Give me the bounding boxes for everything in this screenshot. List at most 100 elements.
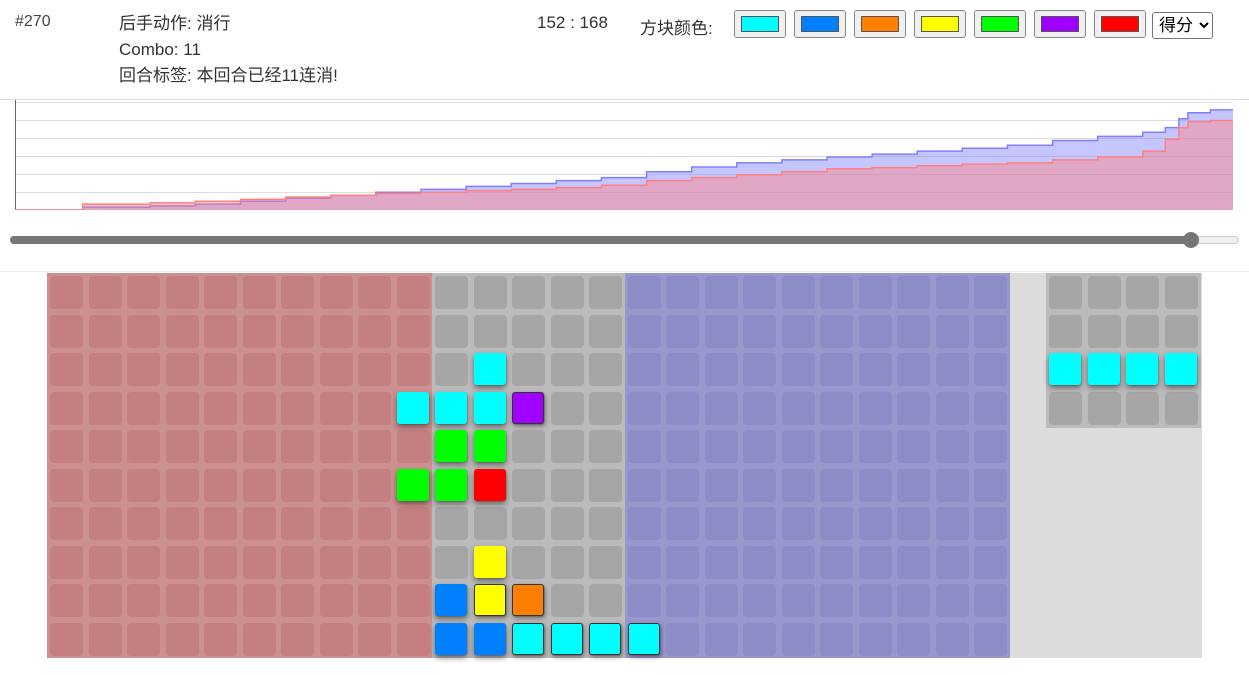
color-swatch-fill — [861, 16, 899, 32]
board-cell — [781, 391, 815, 425]
board-cell — [974, 353, 1007, 386]
board-cell — [704, 584, 738, 617]
board-cell — [974, 468, 1007, 502]
board-cell — [165, 353, 199, 386]
board-cell — [820, 353, 853, 386]
board-cell — [165, 545, 199, 579]
board-cell — [165, 430, 199, 463]
board-cell — [858, 545, 892, 579]
board-cell — [358, 353, 391, 386]
board-cell — [50, 276, 83, 309]
board-cell — [319, 584, 353, 617]
board-cell — [50, 391, 83, 425]
board-cell — [281, 584, 314, 617]
board-cell — [550, 314, 584, 348]
board-cell — [281, 545, 314, 579]
color-swatch-button[interactable] — [914, 10, 966, 38]
board-cell — [435, 353, 468, 386]
board-cell — [858, 391, 892, 425]
board-cell — [974, 622, 1007, 656]
board-cell — [204, 276, 237, 309]
board-cell — [820, 545, 853, 579]
board-cell — [550, 430, 584, 463]
board-cell — [974, 545, 1007, 579]
board-cell — [512, 276, 545, 309]
board-cell — [666, 584, 699, 617]
color-swatch-button[interactable] — [734, 10, 786, 38]
board-cell — [820, 468, 853, 502]
board-cell — [974, 430, 1007, 463]
board-cell — [743, 584, 776, 617]
block — [473, 353, 506, 385]
next-piece-block — [1126, 353, 1158, 385]
board-cell — [589, 353, 622, 386]
color-swatch-button[interactable] — [794, 10, 846, 38]
block — [512, 584, 544, 616]
board-cell — [127, 353, 160, 386]
board-cell — [627, 391, 661, 425]
board-cell — [88, 545, 122, 579]
turn-slider[interactable] — [10, 229, 1239, 251]
board-cell — [589, 314, 622, 348]
board-cell — [50, 353, 83, 386]
color-swatch-button[interactable] — [1034, 10, 1086, 38]
board-cell — [396, 314, 430, 348]
color-swatch-button[interactable] — [854, 10, 906, 38]
board-cell — [666, 353, 699, 386]
preview-cell — [1049, 314, 1082, 348]
board-cell — [358, 622, 391, 656]
board-cell — [50, 430, 83, 463]
board-cell — [897, 584, 930, 617]
board-cell — [743, 314, 776, 348]
divider — [0, 99, 1249, 100]
preview-cell — [1049, 276, 1082, 309]
board-cell — [627, 314, 661, 348]
board-cell — [204, 353, 237, 386]
board-cell — [897, 430, 930, 463]
board-cell — [781, 430, 815, 463]
color-swatch-fill — [1101, 16, 1139, 32]
board-cell — [242, 584, 276, 617]
board-cell — [242, 507, 276, 540]
board-cell — [358, 507, 391, 540]
block — [473, 584, 506, 616]
board-cell — [242, 545, 276, 579]
board-cell — [666, 622, 699, 656]
turn-number: #270 — [15, 13, 51, 30]
chart-series-area — [15, 120, 1233, 210]
board-cell — [281, 507, 314, 540]
preview-cell — [1164, 314, 1198, 348]
slider-thumb[interactable] — [1182, 232, 1199, 248]
board-cell — [704, 430, 738, 463]
board-cell — [319, 353, 353, 386]
board-cell — [935, 276, 969, 309]
board-cell — [781, 314, 815, 348]
board-cell — [127, 545, 160, 579]
score-history-chart — [15, 100, 1233, 210]
color-swatch-button[interactable] — [1094, 10, 1146, 38]
block — [627, 622, 660, 655]
board-cell — [512, 468, 545, 502]
board-cell — [165, 276, 199, 309]
board-cell — [897, 391, 930, 425]
board-cell — [319, 468, 353, 502]
view-mode-select[interactable]: 得分 — [1152, 12, 1213, 39]
board-cell — [50, 584, 83, 617]
board-cell — [781, 622, 815, 656]
turn-tag: 回合标签: 本回合已经11连消! — [119, 66, 338, 85]
board-cell — [88, 468, 122, 502]
board-cell — [704, 314, 738, 348]
board-cell — [281, 276, 314, 309]
board-cell — [204, 468, 237, 502]
board-cell — [242, 468, 276, 502]
board-cell — [666, 545, 699, 579]
board-cell — [127, 507, 160, 540]
board-cell — [627, 545, 661, 579]
color-swatch-button[interactable] — [974, 10, 1026, 38]
preview-cell — [1087, 276, 1121, 309]
board-cell — [820, 622, 853, 656]
board-cell — [858, 430, 892, 463]
board-cell — [512, 507, 545, 540]
board-cell — [589, 468, 622, 502]
board-cell — [165, 507, 199, 540]
